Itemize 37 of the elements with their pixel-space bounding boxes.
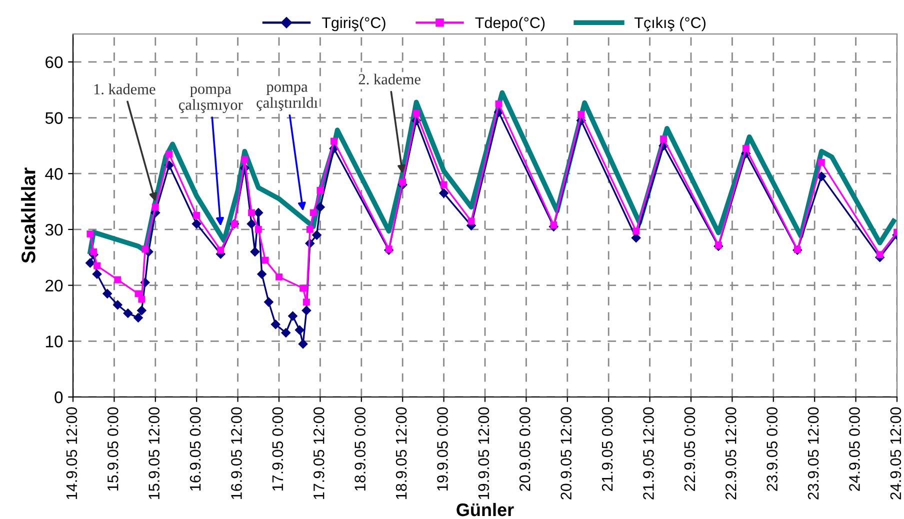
x-tick-label: 18.9.05 12:00 [396,407,407,499]
x-tick-label: 22.9.05 0:00 [684,407,696,491]
x-tick-label: 21.9.05 0:00 [602,407,613,491]
legend-label: Tgiriş(°C) [322,16,386,32]
y-tick-label: 10 [46,336,63,348]
x-tick-label: 16.9.05 12:00 [231,407,242,499]
y-tick-label: 40 [45,168,63,180]
y-tick-label: 50 [45,112,63,124]
x-tick-label: 17.9.05 12:00 [313,407,324,499]
x-axis-title: Günler [456,502,514,516]
x-tick-label: 21.9.05 12:00 [643,407,654,500]
annotation: 2. kademe [358,74,420,85]
y-tick-label: 0 [54,391,63,404]
x-tick-label: 20.9.05 0:00 [519,407,530,491]
annotation: pompa çalıştırıldı [256,84,318,111]
x-tick-label: 16.9.05 0:00 [190,407,201,490]
y-tick-label: 60 [46,56,63,68]
x-tick-label: 20.9.05 12:00 [560,407,572,500]
x-tick-label: 15.9.05 12:00 [148,407,160,499]
x-tick-label: 23.9.05 0:00 [766,407,778,491]
x-tick-label: 22.9.05 12:00 [725,407,736,500]
legend-label: Tdepo(°C) [475,16,545,32]
x-tick-label: 19.9.05 12:00 [478,407,490,499]
x-tick-label: 24.9.05 0:00 [849,407,860,491]
annotation: 1. kademe [94,84,156,94]
annotation: pompa çalışmıyor [178,86,243,114]
y-axis-title: Sıcaklıklar [21,168,36,264]
y-tick-label: 20 [46,280,63,292]
x-tick-label: 14.9.05 12:00 [66,407,78,499]
y-tick-label: 30 [45,224,63,236]
x-tick-label: 18.9.05 0:00 [354,407,366,490]
legend-label: Tçıkış (°C) [634,16,706,32]
x-tick-label: 15.9.05 0:00 [107,407,118,490]
x-tick-label: 23.9.05 12:00 [808,407,819,500]
x-tick-label: 19.9.05 0:00 [437,407,448,490]
x-tick-label: 17.9.05 0:00 [272,407,284,490]
x-tick-label: 24.9.05 12:00 [890,407,902,500]
